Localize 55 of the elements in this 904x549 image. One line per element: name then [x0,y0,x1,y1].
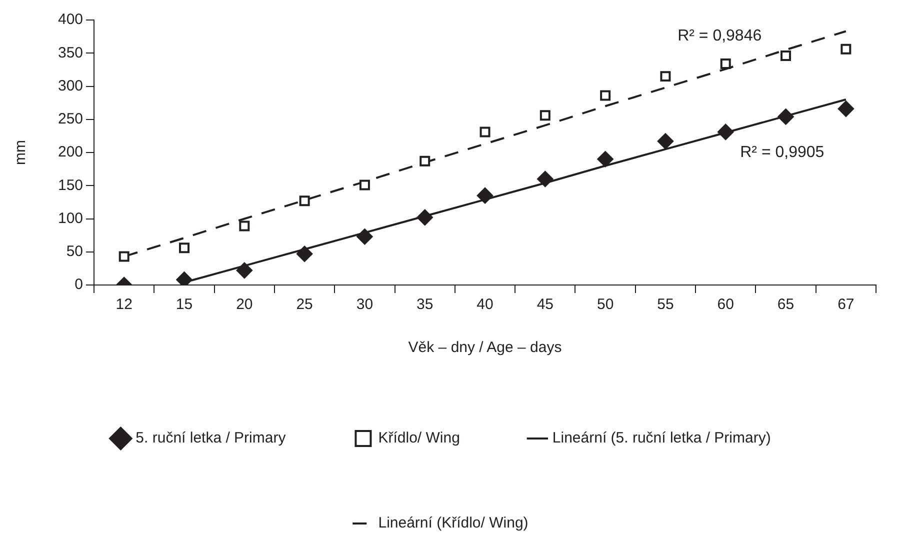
legend-label: Křídlo/ Wing [378,430,460,447]
x-tick-label: 40 [476,296,494,314]
y-tick-label: 50 [66,243,84,260]
annotation: R² = 0,9846 [678,27,762,44]
point [239,220,250,232]
point [416,209,433,226]
point [778,108,794,125]
x-tick-label: 67 [838,296,854,314]
x-tick-label: 15 [176,296,193,314]
y-axis-title: mm [12,140,30,165]
x-tick-label: 65 [777,296,794,314]
point [176,272,192,285]
point [838,100,854,117]
point [236,262,252,278]
point [597,151,614,168]
point [477,188,494,204]
y-tick-label: 200 [58,144,84,161]
y-tick-label: 250 [58,110,84,128]
legend-label: 5. ruční letka / Primary [136,430,286,447]
point [780,50,792,62]
y-tick-label: 400 [58,11,84,28]
x-axis-title: Věk – dny / Age – days [408,339,562,356]
legend-label: Lineární (Křídlo/ Wing) [378,514,528,532]
legend-label: Lineární (5. ruční letka / Primary) [552,430,771,447]
x-tick-label: 50 [596,296,614,314]
point [420,156,430,166]
point [660,71,671,82]
point [720,58,731,69]
x-tick-label: 20 [236,296,253,314]
point [718,124,734,140]
x-tick-label: 55 [657,296,674,314]
x-tick-label: 35 [416,296,434,314]
y-tick-label: 350 [58,44,84,62]
x-tick-label: 60 [717,296,734,314]
x-tick-label: 45 [536,296,554,314]
point [359,180,370,190]
point [540,110,550,121]
point [480,126,490,138]
point [118,251,130,262]
y-tick-label: 150 [58,176,84,194]
y-tick-label: 0 [74,276,84,294]
point [179,242,190,254]
point [299,196,310,206]
point [296,246,313,262]
y-tick-label: 100 [58,210,84,227]
x-tick-label: 12 [116,296,132,314]
point [657,133,674,150]
annotation: R² = 0,9905 [740,144,824,161]
x-tick-label: 30 [356,296,374,314]
point [600,90,611,101]
point [356,228,373,245]
point [840,44,852,54]
point [537,171,554,187]
x-tick-label: 25 [296,296,313,314]
y-tick-label: 300 [58,77,84,94]
